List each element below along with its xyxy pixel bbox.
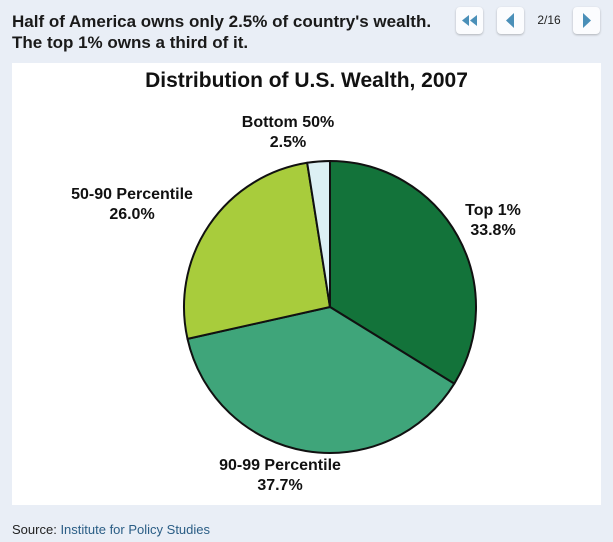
- slice-name: 50-90 Percentile: [71, 186, 193, 203]
- headline: Half of America owns only 2.5% of countr…: [12, 12, 432, 52]
- pie-slice-90-99-percentile: [186, 306, 456, 454]
- first-slide-button[interactable]: [456, 7, 483, 34]
- slice-name: Top 1%: [465, 202, 521, 219]
- label-bottom-50: Bottom 50% 2.5%: [228, 113, 348, 153]
- pie-slice-50-90-percentile: [183, 161, 331, 340]
- label-50-90: 50-90 Percentile 26.0%: [52, 185, 212, 225]
- label-90-99: 90-99 Percentile 37.7%: [190, 456, 370, 496]
- slideshow-nav: 2/16: [456, 7, 606, 37]
- pie-slice-top-1-: [329, 160, 477, 385]
- chart-panel: Distribution of U.S. Wealth, 2007 Top 1%…: [12, 63, 601, 505]
- left-arrow-icon: [506, 13, 514, 28]
- slice-value: 37.7%: [257, 477, 303, 494]
- pie-slice-bottom-50-: [306, 160, 331, 308]
- page-indicator: 2/16: [537, 13, 561, 27]
- pie-chart: [183, 160, 477, 454]
- next-slide-button[interactable]: [573, 7, 600, 34]
- chart-title: Distribution of U.S. Wealth, 2007: [145, 69, 468, 92]
- right-arrow-icon: [583, 13, 591, 28]
- label-top-1: Top 1% 33.8%: [448, 201, 538, 241]
- slice-name: Bottom 50%: [241, 114, 335, 131]
- source-line: Source: Institute for Policy Studies: [12, 522, 210, 537]
- source-label: Source:: [12, 522, 57, 537]
- slice-value: 26.0%: [109, 206, 155, 223]
- slice-value: 2.5%: [269, 134, 307, 151]
- slice-value: 33.8%: [470, 222, 516, 239]
- previous-slide-button[interactable]: [497, 7, 524, 34]
- double-left-arrow-icon: [462, 15, 477, 26]
- slice-name: 90-99 Percentile: [219, 457, 341, 474]
- source-link[interactable]: Institute for Policy Studies: [60, 522, 211, 537]
